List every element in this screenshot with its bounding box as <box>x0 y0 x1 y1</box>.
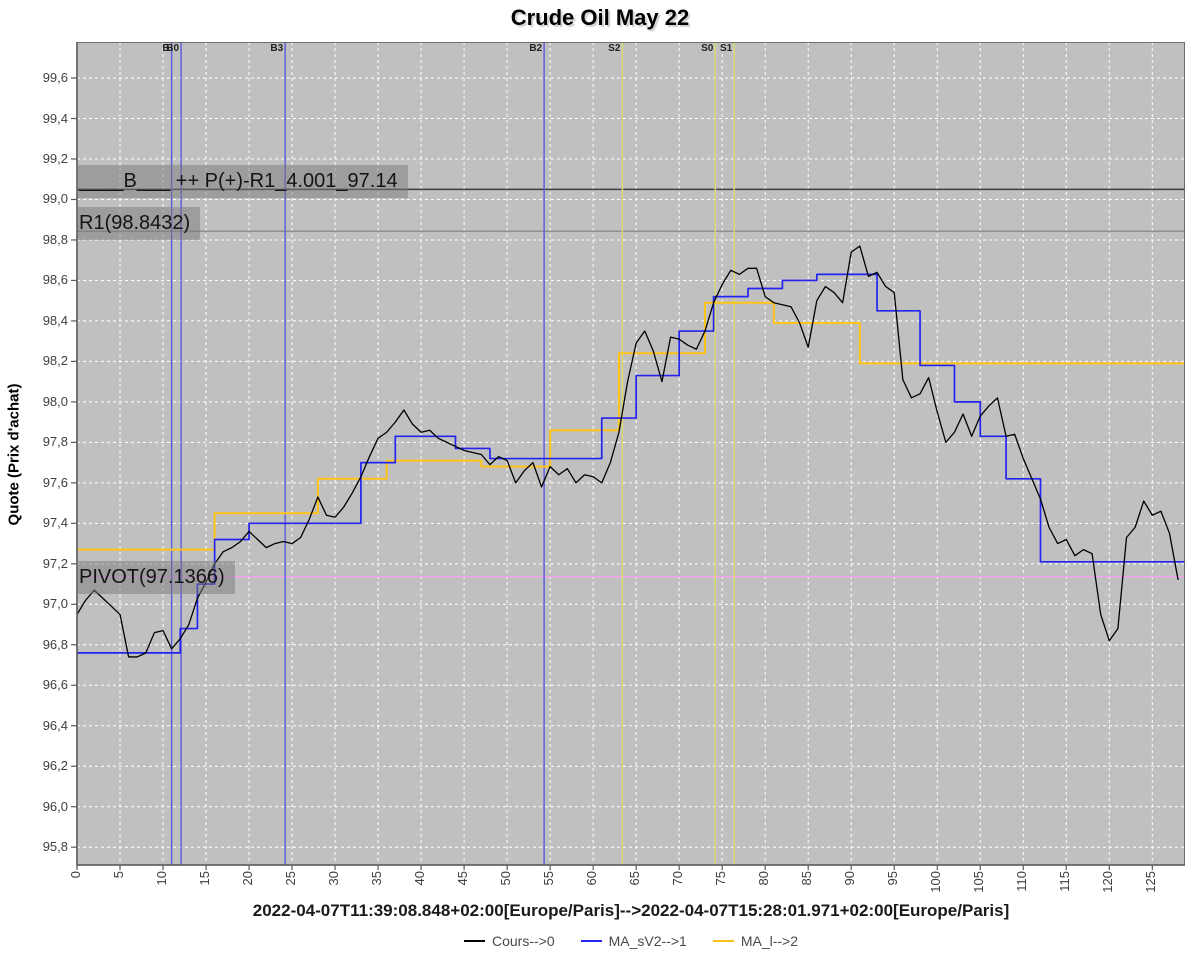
x-tick-label: 50 <box>498 871 514 886</box>
x-tick-label: 120 <box>1100 871 1116 893</box>
x-tick-label: 20 <box>240 871 256 886</box>
legend-label: Cours-->0 <box>491 933 555 949</box>
x-tick-label: 65 <box>627 871 643 886</box>
y-tick-label: 97,4 <box>42 515 68 531</box>
y-tick-label: 96,6 <box>42 677 68 693</box>
x-tick-label: 110 <box>1014 871 1030 892</box>
series-line-1 <box>77 273 1185 654</box>
annotation-r1-level: R1(98.8432) <box>78 206 201 240</box>
legend-label: MA_sV2-->1 <box>608 933 687 949</box>
y-tick-label: 97,8 <box>42 434 68 450</box>
y-tick-label: 98,8 <box>42 231 68 247</box>
x-tick-label: 10 <box>154 871 170 886</box>
signal-label-b: B <box>162 43 170 54</box>
x-tick-label: 105 <box>971 871 987 893</box>
y-tick-label: 99,2 <box>42 150 68 166</box>
y-tick-label: 96,2 <box>42 758 68 774</box>
x-axis-title: 2022-04-07T11:39:08.848+02:00[Europe/Par… <box>252 901 1010 920</box>
legend-item-cours: Cours-->0 <box>463 933 555 949</box>
x-tick-label: 125 <box>1143 871 1159 893</box>
signal-label-s1: S1 <box>719 43 733 54</box>
legend-label: MA_l-->2 <box>740 933 799 949</box>
y-tick-label: 98,2 <box>42 353 68 369</box>
x-tick-label: 45 <box>455 871 471 886</box>
ma-l-line-swatch-icon <box>712 940 734 942</box>
y-tick-label: 98,0 <box>42 393 68 409</box>
x-tick-label: 25 <box>283 871 299 886</box>
series-line-2 <box>77 301 1185 551</box>
x-tick-label: 60 <box>584 871 600 886</box>
y-tick-label: 97,6 <box>42 474 68 490</box>
chart-legend: Cours-->0 MA_sV2-->1 MA_l-->2 <box>77 933 1185 949</box>
signal-label-b0: B0 <box>166 43 180 54</box>
signal-label-b2: B2 <box>529 43 543 54</box>
x-tick-label: 80 <box>756 871 772 886</box>
y-tick-label: 96,0 <box>42 798 68 814</box>
legend-item-ma-sv2: MA_sV2-->1 <box>580 933 687 949</box>
y-tick-label: 95,8 <box>42 839 68 855</box>
y-tick-label: 98,4 <box>42 312 68 328</box>
signal-label-b3: B3 <box>270 43 284 54</box>
y-axis-title: Quote (Prix d'achat) <box>5 383 23 526</box>
x-tick-label: 115 <box>1057 871 1073 892</box>
annotation-pivot-level: PIVOT(97.1366) <box>78 560 235 594</box>
y-tick-label: 96,8 <box>42 636 68 652</box>
x-tick-label: 40 <box>412 871 428 886</box>
y-tick-label: 99,6 <box>42 70 68 86</box>
cours-line-swatch-icon <box>463 940 485 942</box>
x-tick-label: 5 <box>111 871 126 879</box>
x-tick-label: 70 <box>670 871 686 886</box>
y-tick-label: 98,6 <box>42 272 68 288</box>
x-tick-label: 85 <box>799 871 815 886</box>
series-line-0 <box>76 245 1179 658</box>
x-tick-label: 30 <box>326 871 342 886</box>
x-tick-label: 0 <box>68 871 83 879</box>
x-tick-label: 15 <box>197 871 213 886</box>
plot-border <box>76 42 1185 866</box>
x-tick-label: 55 <box>541 871 557 886</box>
y-tick-label: 97,0 <box>42 596 68 612</box>
annotation-resistance-signal: ____B___ ++ P(+)-R1_4.001_97.14 <box>78 165 408 199</box>
x-tick-label: 35 <box>369 871 385 886</box>
x-tick-label: 100 <box>928 871 944 893</box>
y-tick-label: 96,4 <box>42 717 68 733</box>
x-tick-label: 95 <box>885 871 901 886</box>
chart-title: Crude Oil May 22 <box>510 5 690 30</box>
y-tick-label: 99,0 <box>42 191 68 207</box>
x-tick-label: 75 <box>713 871 729 886</box>
legend-item-ma-l: MA_l-->2 <box>712 933 799 949</box>
y-tick-label: 97,2 <box>42 555 68 571</box>
x-tick-label: 90 <box>842 871 858 886</box>
y-tick-label: 99,4 <box>42 110 68 126</box>
ma-sv2-line-swatch-icon <box>580 940 602 942</box>
signal-label-s2: S2 <box>608 43 621 54</box>
signal-label-s0: S0 <box>701 43 714 54</box>
